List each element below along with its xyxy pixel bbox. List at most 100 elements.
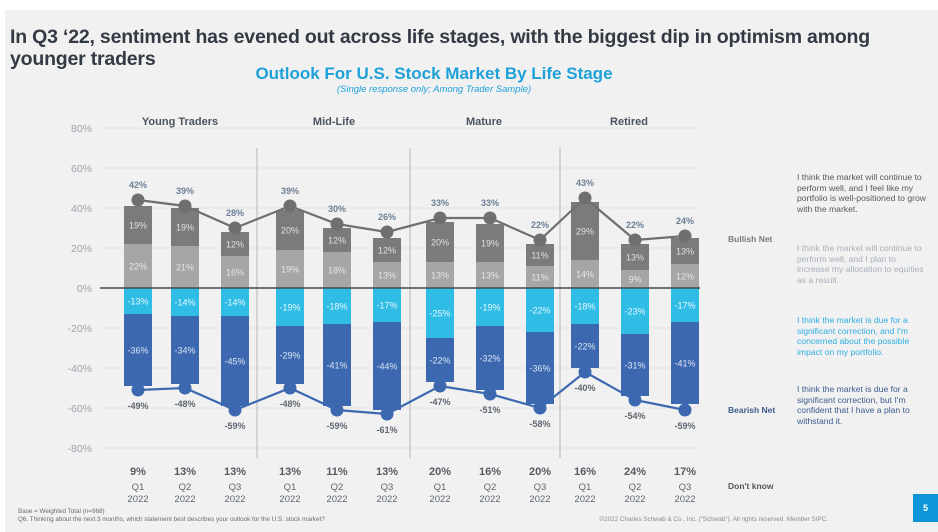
slide-headline: In Q3 ‘22, sentiment has evened out acro… <box>10 26 870 70</box>
bar-bull-plan <box>373 262 401 288</box>
bar-bull-plan <box>171 246 199 288</box>
bullish-net-marker <box>178 199 192 213</box>
bearish-net-marker <box>483 387 497 401</box>
chart-subtitle-text: (Single response only; Among Trader Samp… <box>336 84 532 95</box>
bullish-net-marker <box>380 225 394 239</box>
bar-bear-concerned <box>323 288 351 324</box>
bearish-net-marker <box>380 407 394 421</box>
x-tick-quarter: Q1 <box>132 482 145 493</box>
bearish-net-label: -40% <box>574 383 595 393</box>
bar-label-bear-concerned: -14% <box>174 298 195 308</box>
bar-label-bear-concerned: -17% <box>674 301 695 311</box>
bullish-net-label: 28% <box>226 208 244 218</box>
bar-label-bull-strong: 11% <box>531 251 548 261</box>
bar-label-bull-strong: 13% <box>676 247 694 257</box>
bar-label-bear-concerned: -25% <box>429 309 450 319</box>
dont-know-value: 13% <box>224 466 246 478</box>
bar-label-bear-confident: -41% <box>674 359 695 369</box>
bullish-net-marker <box>628 233 642 247</box>
bar-bear-concerned <box>571 288 599 324</box>
bar-bear-confident <box>323 324 351 406</box>
bar-label-bull-plan: 22% <box>129 262 147 272</box>
x-tick-year: 2022 <box>174 494 195 505</box>
bar-bull-strong <box>221 232 249 256</box>
bar-bull-plan <box>571 260 599 288</box>
bearish-net-marker <box>178 381 192 395</box>
y-tick-label: -40% <box>67 363 92 375</box>
x-tick-year: 2022 <box>429 494 450 505</box>
bar-bear-concerned <box>671 288 699 322</box>
bar-label-bull-plan: 9% <box>628 275 641 285</box>
bar-label-bull-plan: 19% <box>281 265 299 275</box>
bearish-net-marker <box>578 365 592 379</box>
bearish-net-label: -58% <box>529 419 550 429</box>
bar-label-bull-plan: 13% <box>481 271 499 281</box>
bar-bull-strong <box>373 238 401 262</box>
bar-bear-concerned <box>124 288 152 314</box>
bar-bear-concerned <box>171 288 199 316</box>
bearish-net-label: -49% <box>127 401 148 411</box>
y-tick-label: 0% <box>77 283 92 295</box>
bar-label-bull-plan: 11% <box>531 273 548 283</box>
bar-label-bear-concerned: -23% <box>624 307 645 317</box>
bullish-net-label: Bullish Net <box>728 234 773 244</box>
bullish-net-label: 39% <box>281 186 299 196</box>
x-tick-year: 2022 <box>674 494 695 505</box>
x-tick-year: 2022 <box>376 494 397 505</box>
x-tick-quarter: Q2 <box>484 482 497 493</box>
dont-know-value: 16% <box>574 466 596 478</box>
bar-label-bull-strong: 29% <box>576 227 594 237</box>
bearish-net-label: -48% <box>279 399 300 409</box>
bar-bull-plan <box>221 256 249 288</box>
chart-title-text: Outlook For U.S. Stock Market By Life St… <box>255 64 613 83</box>
bullish-net-label: 22% <box>531 220 549 230</box>
bullish-net-label: 43% <box>576 178 594 188</box>
x-tick-quarter: Q3 <box>534 482 547 493</box>
bar-label-bear-concerned: -18% <box>326 302 347 312</box>
bullish-net-label: 39% <box>176 186 194 196</box>
bearish-net-marker <box>433 379 447 393</box>
bar-label-bull-plan: 14% <box>576 270 594 280</box>
bar-bear-confident <box>476 326 504 390</box>
bar-label-bear-concerned: -19% <box>279 303 300 313</box>
bar-bull-plan <box>124 244 152 288</box>
bullish-net-marker <box>433 211 447 225</box>
bullish-net-marker <box>330 217 344 231</box>
x-tick-year: 2022 <box>529 494 550 505</box>
bar-bear-concerned <box>426 288 454 338</box>
bullish-net-label: 42% <box>129 180 147 190</box>
x-tick-year: 2022 <box>574 494 595 505</box>
bearish-net-marker <box>283 381 297 395</box>
bar-label-bear-confident: -32% <box>479 354 500 364</box>
bar-bear-concerned <box>476 288 504 326</box>
bar-bull-strong <box>276 210 304 250</box>
bearish-net-marker <box>533 401 547 415</box>
bar-bear-concerned <box>621 288 649 334</box>
bearish-net-label: -59% <box>326 421 347 431</box>
bar-bull-plan <box>323 252 351 288</box>
legend-statement-bull-strong: I think the market will continue to perf… <box>797 172 926 214</box>
bullish-net-marker <box>483 211 497 225</box>
page-number: 5 <box>913 494 938 522</box>
bar-bear-confident <box>526 332 554 404</box>
bar-bull-strong <box>526 244 554 266</box>
x-tick-year: 2022 <box>479 494 500 505</box>
footnote-base: Base = Weighted Total (n=968) <box>18 508 105 515</box>
y-tick-label: -20% <box>67 323 92 335</box>
bar-label-bull-plan: 13% <box>431 271 449 281</box>
bar-label-bear-concerned: -17% <box>376 301 397 311</box>
bullish-net-marker <box>533 233 547 247</box>
chart-title: Outlook For U.S. Stock Market By Life St… <box>0 64 938 84</box>
bearish-net-label: -51% <box>479 405 500 415</box>
bar-label-bear-confident: -34% <box>174 346 195 356</box>
footnote-question: Q6. Thinking about the next 3 months, wh… <box>18 516 325 523</box>
bar-label-bull-strong: 12% <box>226 240 244 250</box>
bearish-net-label: -59% <box>674 421 695 431</box>
x-tick-quarter: Q2 <box>331 482 344 493</box>
y-tick-label: 60% <box>71 163 92 175</box>
bullish-net-label: 22% <box>626 220 644 230</box>
bar-bear-confident <box>221 316 249 406</box>
y-tick-label: 20% <box>71 243 92 255</box>
x-tick-year: 2022 <box>224 494 245 505</box>
bar-label-bull-plan: 16% <box>226 268 244 278</box>
